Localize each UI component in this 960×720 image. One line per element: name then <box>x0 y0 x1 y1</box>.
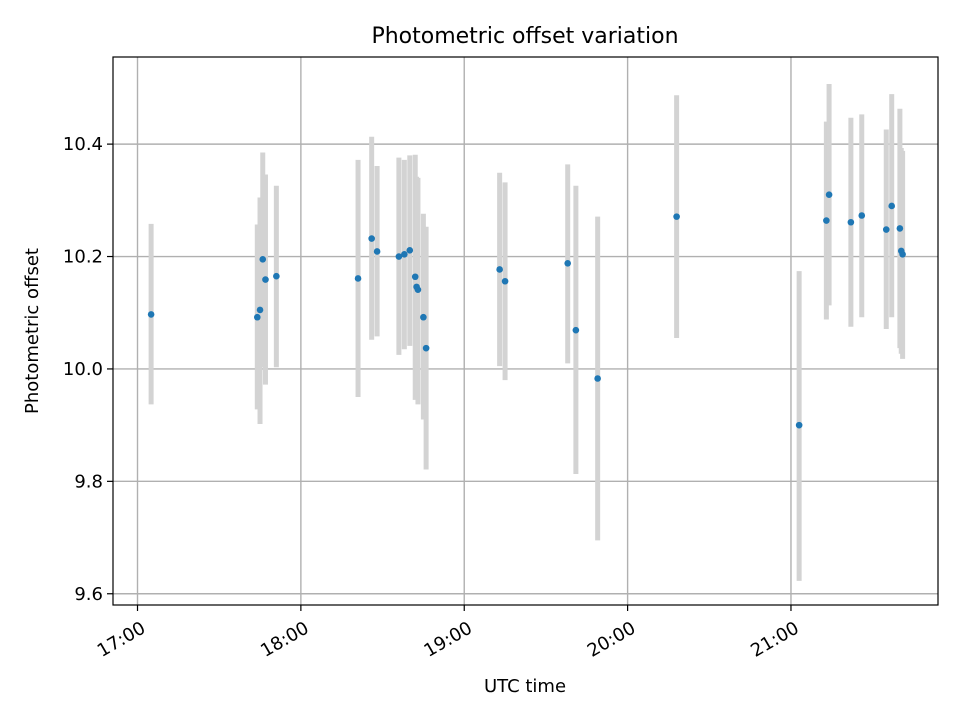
y-axis-label: Photometric offset <box>22 248 43 414</box>
data-point <box>564 259 572 267</box>
data-point <box>420 313 427 321</box>
error-bars <box>148 83 906 581</box>
data-point <box>422 344 430 352</box>
data-point <box>882 226 890 233</box>
data-point <box>259 256 267 263</box>
chart-title: Photometric offset variation <box>371 24 678 49</box>
data-point <box>847 218 855 226</box>
data-point <box>262 276 269 283</box>
data-point <box>572 326 580 334</box>
x-tick-label: 20:00 <box>584 618 639 662</box>
y-tick-label: 9.6 <box>74 584 103 605</box>
x-tick-label: 21:00 <box>747 618 802 662</box>
x-tick-label: 19:00 <box>421 618 476 662</box>
x-tick-label: 18:00 <box>257 618 312 662</box>
data-point <box>858 212 866 219</box>
data-point <box>823 217 830 224</box>
data-point <box>501 277 509 285</box>
data-point <box>254 313 261 321</box>
data-point <box>888 202 896 210</box>
data-point <box>395 253 403 260</box>
y-tick-label: 10.4 <box>63 134 103 155</box>
data-point <box>256 306 264 314</box>
data-point <box>899 250 906 258</box>
data-point <box>373 248 381 255</box>
y-tick-label: 10.0 <box>63 359 103 380</box>
data-point <box>273 272 280 280</box>
data-point <box>147 311 155 318</box>
y-tick-label: 10.2 <box>63 247 103 268</box>
data-point <box>795 421 803 429</box>
data-point <box>673 213 680 220</box>
data-point <box>825 191 833 199</box>
data-point <box>414 286 422 293</box>
plot-frame <box>112 56 939 606</box>
data-point <box>896 225 904 232</box>
axis-ticks: 17:00 18:00 19:00 20:00 21:00 9.6 9.8 10.0 10.2 1… <box>63 134 803 662</box>
data-point <box>401 250 408 258</box>
data-point <box>411 273 419 281</box>
data-points <box>147 191 906 429</box>
data-point <box>354 275 362 282</box>
data-point <box>594 375 601 382</box>
x-axis-label: UTC time <box>484 676 566 697</box>
data-point <box>496 266 503 273</box>
x-tick-label: 17:00 <box>94 618 149 662</box>
data-point <box>406 247 414 254</box>
y-tick-label: 9.8 <box>74 471 103 492</box>
data-point <box>368 235 375 242</box>
grid-lines <box>113 57 938 605</box>
